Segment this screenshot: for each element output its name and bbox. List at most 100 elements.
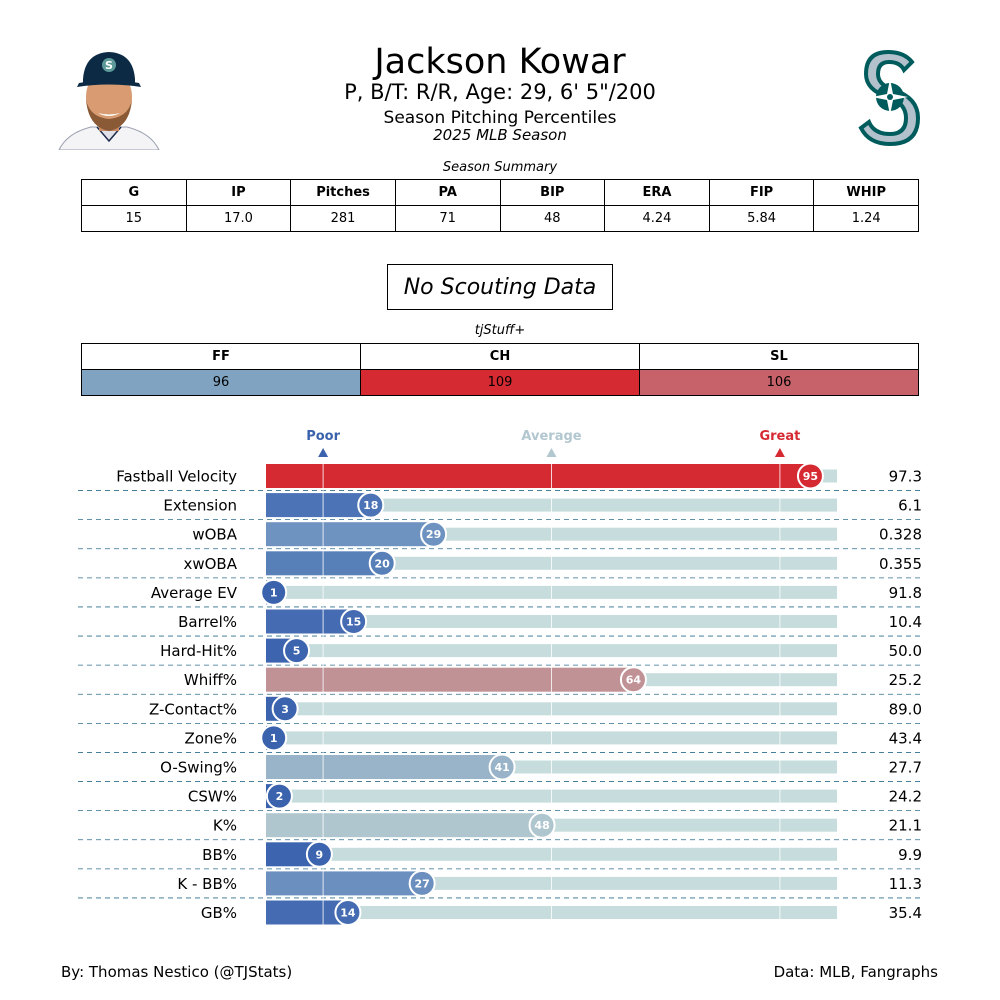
summary-value-era: 4.24 [604,205,710,232]
svg-text:S: S [105,59,113,72]
season-summary-table: G IP Pitches PA BIP ERA FIP WHIP 15 17.0… [81,179,919,232]
percentile-value: 2 [276,790,284,803]
metric-value: 0.328 [879,526,922,544]
percentile-chart: Poor Average Great Fastball Velocity 97.3… [78,429,922,927]
percentile-value: 20 [375,557,391,570]
metric-value: 35.4 [889,904,922,922]
percentile-marker [260,724,288,752]
summary-value-pitches: 281 [290,205,396,232]
percentile-value: 9 [316,848,324,861]
stuff-value-ff: 96 [81,369,361,396]
tjstuff-table: FF CH SL 96 109 106 [81,343,919,396]
percentile-value: 95 [803,470,818,483]
footer-credit: By: Thomas Nestico (@TJStats) [61,963,293,981]
metric-value: 43.4 [889,729,922,747]
percentile-marker [619,666,647,694]
great-arrow-icon [774,448,785,457]
poor-arrow-icon [318,448,329,457]
percentile-marker [260,578,288,606]
metric-value: 91.8 [889,584,922,602]
percentile-marker [340,608,368,635]
percentile-value: 1 [270,732,278,745]
percentile-value: 48 [534,819,549,832]
percentile-marker [283,637,311,665]
percentile-marker [334,899,362,926]
percentile-value: 14 [340,907,356,920]
percentile-value: 27 [415,877,430,890]
percentile-rows: Fastball Velocity 97.3 Extension 6.1 wOBA 0.3… [78,462,922,927]
no-scouting-data-box: No Scouting Data [387,264,613,310]
percentile-marker [488,753,516,781]
metric-value: 27.7 [889,759,922,777]
percentile-value: 41 [494,761,509,774]
metric-label: Zone% [185,729,237,747]
percentile-bar [266,493,369,518]
summary-value-bip: 48 [499,205,606,232]
stuff-value-ch: 109 [360,369,640,396]
percentile-bar [266,609,352,634]
percentile-marker [265,782,293,810]
percentile-value: 1 [270,586,278,599]
metric-label: wOBA [192,526,237,544]
summary-value-fip: 5.84 [708,205,815,232]
percentile-bar [266,522,432,547]
metric-value: 11.3 [889,875,922,893]
player-meta: P, B/T: R/R, Age: 29, 6' 5"/200 [344,80,656,104]
percentile-bar [266,755,501,779]
metric-label: CSW% [188,788,237,806]
summary-header-whip: WHIP [813,179,919,206]
summary-header-bip: BIP [499,179,606,206]
metric-label: BB% [202,846,237,864]
summary-value-g: 15 [81,205,187,232]
metric-value: 9.9 [898,846,922,864]
average-arrow-icon [546,448,557,457]
percentile-marker [408,869,436,897]
metric-value: 97.3 [889,468,922,486]
player-name: Jackson Kowar [374,42,626,82]
summary-header-era: ERA [604,179,710,206]
metric-value: 24.2 [889,788,922,806]
metric-label: GB% [201,904,237,922]
metric-label: K - BB% [177,875,237,893]
percentile-bar [266,464,809,488]
percentile-marker [271,695,299,723]
stuff-caption: tjStuff+ [474,323,526,338]
metric-label: Barrel% [178,613,237,631]
percentile-value: 15 [346,616,361,629]
percentile-value: 64 [626,674,642,687]
metric-label: Extension [163,497,237,515]
metric-value: 6.1 [898,497,922,515]
stuff-header-sl: SL [639,343,919,370]
summary-header-ip: IP [185,179,292,206]
summary-header-g: G [81,179,187,206]
scale-markers: Poor Average Great [306,429,800,457]
metric-label: O-Swing% [160,759,237,777]
percentile-value: 3 [281,703,289,716]
percentile-bar [266,667,632,692]
metric-value: 25.2 [889,671,922,689]
summary-value-pa: 71 [394,205,501,232]
percentile-marker [368,549,396,577]
mariners-logo [858,49,921,146]
metric-label: K% [213,817,237,835]
percentile-bar [266,813,541,838]
metric-value: 0.355 [879,555,922,573]
stuff-header-ch: CH [360,343,640,370]
percentile-marker [528,811,556,839]
stuff-header-ff: FF [81,343,361,370]
player-headshot: S [58,52,160,150]
metric-value: 89.0 [889,700,922,718]
footer-source: Data: MLB, Fangraphs [773,963,938,981]
great-label: Great [759,429,800,444]
percentile-marker [305,840,333,868]
metric-label: Whiff% [184,671,237,689]
metric-label: Fastball Velocity [116,468,237,486]
percentile-marker [796,462,824,490]
percentile-bar [266,871,421,896]
stuff-value-sl: 106 [639,369,919,396]
summary-value-ip: 17.0 [185,205,292,232]
metric-label: Z-Contact% [149,700,237,718]
metric-value: 50.0 [889,642,922,660]
metric-label: Hard-Hit% [160,642,237,660]
metric-label: xwOBA [183,555,237,573]
